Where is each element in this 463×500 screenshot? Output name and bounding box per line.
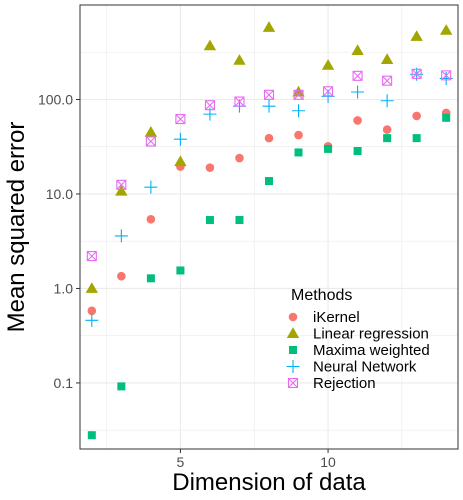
data-point-maxima-weighted (176, 266, 185, 275)
panel-border (79, 4, 459, 450)
data-point-neural-network (262, 99, 276, 113)
x-axis-ticks: 5 10 (177, 449, 336, 470)
data-point-rejection (293, 89, 304, 100)
data-point-linear-regression (144, 126, 158, 137)
data-point-rejection (116, 179, 127, 190)
data-point-neural-network (351, 85, 365, 99)
data-point-rejection (323, 86, 334, 97)
data-point-ikernel (146, 214, 156, 224)
data-point-ikernel (412, 111, 421, 121)
legend-title: Methods (291, 287, 352, 304)
data-point-maxima-weighted (205, 216, 214, 225)
data-point-neural-network (380, 94, 394, 108)
data-point-rejection (352, 70, 363, 81)
data-point-neural-network (292, 104, 306, 118)
data-point-rejection (234, 96, 245, 107)
data-point-ikernel (87, 306, 97, 316)
data-point-maxima-weighted (117, 382, 126, 391)
legend-key-maxima-weighted (289, 346, 297, 354)
data-point-linear-regression (321, 59, 335, 70)
x-axis-title: Dimension of data (172, 469, 366, 496)
data-point-rejection (145, 136, 156, 147)
data-point-ikernel (235, 153, 244, 163)
x-tick-label: 5 (177, 454, 185, 470)
data-point-linear-regression (410, 30, 423, 41)
data-point-maxima-weighted (265, 177, 273, 186)
data-point-linear-regression (262, 21, 276, 32)
data-point-linear-regression (203, 39, 217, 51)
legend-label-neural-network: Neural Network (313, 359, 417, 376)
legend-label-maxima-weighted: Maxima weighted (313, 342, 430, 359)
data-point-rejection (263, 89, 275, 100)
data-point-maxima-weighted (294, 148, 303, 157)
x-tick-label: 10 (320, 454, 336, 470)
data-point-rejection (411, 68, 422, 79)
data-point-linear-regression (115, 185, 128, 196)
data-point-linear-regression (439, 24, 453, 35)
panel-background (79, 4, 459, 450)
legend-key-rejection (287, 377, 299, 389)
data-point-rejection (175, 114, 186, 125)
y-tick-label: 0.1 (54, 375, 74, 391)
data-point-rejection (86, 251, 97, 262)
data-point-linear-regression (85, 282, 99, 293)
data-point-maxima-weighted (383, 134, 392, 143)
y-tick-label: 100.0 (38, 91, 73, 107)
data-point-linear-regression (380, 53, 394, 64)
data-point-linear-regression (351, 44, 364, 55)
legend-key-ikernel (288, 312, 298, 322)
data-point-ikernel (117, 271, 126, 281)
data-point-ikernel (382, 125, 392, 134)
legend-label-ikernel: iKernel (313, 309, 360, 326)
data-point-maxima-weighted (412, 134, 421, 143)
data-points (85, 21, 453, 440)
data-point-ikernel (264, 133, 274, 143)
data-point-rejection (441, 70, 452, 81)
data-point-maxima-weighted (146, 274, 155, 283)
y-axis-title: Mean squared error (3, 122, 30, 333)
legend-label-linear-regression: Linear regression (313, 326, 429, 343)
legend-key-linear-regression (286, 327, 300, 338)
data-point-maxima-weighted (353, 146, 362, 155)
data-point-maxima-weighted (324, 144, 333, 153)
data-point-neural-network (85, 313, 99, 327)
data-point-ikernel (205, 163, 215, 172)
data-point-linear-regression (174, 155, 187, 167)
legend-key-neural-network (286, 360, 300, 373)
data-point-linear-regression (292, 85, 305, 97)
data-point-ikernel (294, 130, 303, 140)
data-point-neural-network (173, 132, 187, 146)
y-tick-label: 1.0 (54, 280, 74, 296)
data-point-rejection (204, 100, 215, 111)
data-point-maxima-weighted (442, 113, 451, 122)
data-point-linear-regression (233, 54, 246, 65)
legend-label-rejection: Rejection (313, 375, 376, 392)
data-point-maxima-weighted (235, 216, 244, 225)
data-point-neural-network (144, 180, 158, 194)
data-point-neural-network (114, 229, 128, 243)
y-axis-ticks: 0.1 1.0 10.0 100.0 (38, 91, 80, 391)
data-point-rejection (382, 75, 393, 86)
data-point-maxima-weighted (87, 431, 96, 440)
y-tick-label: 10.0 (46, 186, 73, 202)
data-point-ikernel (353, 116, 362, 125)
